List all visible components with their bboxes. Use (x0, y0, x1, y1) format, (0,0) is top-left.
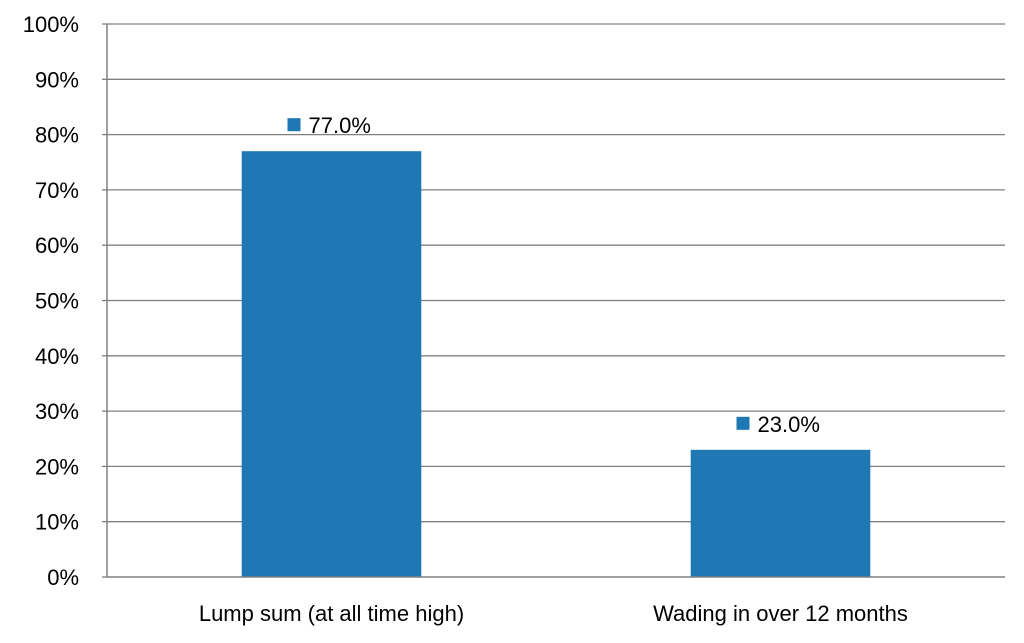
data-labels: 77.0% 23.0% (287, 113, 820, 437)
y-axis-tick-labels: 0% 10% 20% 30% 40% 50% 60% 70% 80% 90% 100% (23, 12, 79, 590)
data-label-key (287, 118, 301, 132)
x-tick-label: Lump sum (at all time high) (199, 601, 464, 626)
y-tick-label: 30% (35, 399, 79, 424)
y-tick-label: 80% (35, 123, 79, 148)
y-tick-label: 60% (35, 233, 79, 258)
y-tick-label: 90% (35, 67, 79, 92)
y-tick-label: 10% (35, 510, 79, 535)
bars (241, 151, 871, 577)
y-tick-label: 0% (47, 565, 79, 590)
y-tick-label: 100% (23, 12, 79, 37)
data-label: 77.0% (309, 113, 371, 138)
y-tick-label: 70% (35, 178, 79, 203)
data-label-key (736, 416, 750, 430)
y-tick-label: 20% (35, 454, 79, 479)
x-axis-tick-labels: Lump sum (at all time high) Wading in ove… (199, 601, 908, 626)
y-tick-label: 50% (35, 289, 79, 314)
bar (690, 449, 871, 577)
y-tick-label: 40% (35, 344, 79, 369)
bar (241, 151, 422, 577)
data-label: 23.0% (758, 412, 820, 437)
x-tick-label: Wading in over 12 months (653, 601, 908, 626)
